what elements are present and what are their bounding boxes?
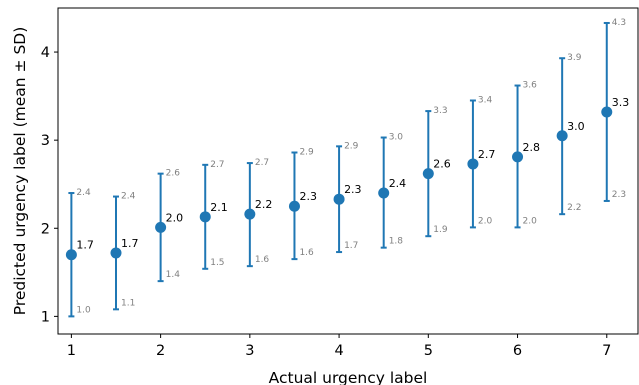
mean-value-label: 3.0 (567, 120, 585, 133)
mean-value-label: 2.3 (344, 183, 362, 196)
mean-value-label: 2.4 (389, 177, 407, 190)
y-tick-label: 3 (41, 133, 50, 149)
x-tick-label: 6 (513, 343, 522, 359)
mean-value-label: 2.3 (299, 190, 317, 203)
upper-bound-label: 2.7 (210, 160, 224, 170)
y-axis-title: Predicted urgency label (mean ± SD) (11, 27, 29, 316)
x-tick-label: 1 (67, 343, 76, 359)
upper-bound-label: 3.4 (478, 96, 493, 106)
mean-point (556, 130, 568, 142)
mean-value-label: 2.1 (210, 201, 228, 214)
mean-point (601, 106, 613, 118)
upper-bound-label: 2.6 (166, 169, 181, 179)
y-tick-label: 1 (41, 309, 50, 325)
upper-bound-label: 4.3 (612, 18, 626, 28)
mean-point (199, 211, 211, 223)
x-tick-label: 4 (334, 343, 343, 359)
upper-bound-label: 2.4 (76, 188, 91, 198)
lower-bound-label: 1.6 (299, 248, 314, 258)
lower-bound-label: 2.2 (567, 203, 581, 213)
upper-bound-label: 2.9 (299, 147, 314, 157)
y-tick-label: 2 (41, 221, 50, 237)
lower-bound-label: 2.0 (478, 216, 493, 226)
chart-marks: 1.7 2.4 1.0 1.7 2.4 1.1 2.0 2.6 1.4 2.1 2.7 1.5 2.2 2… (65, 18, 630, 318)
mean-point (288, 200, 300, 212)
lower-bound-label: 1.8 (389, 237, 404, 247)
lower-bound-label: 1.6 (255, 255, 270, 265)
mean-value-label: 2.7 (478, 148, 496, 161)
lower-bound-label: 2.3 (612, 190, 626, 200)
mean-value-label: 1.7 (76, 239, 94, 252)
mean-value-label: 2.6 (433, 158, 451, 171)
mean-point (244, 208, 256, 220)
upper-bound-label: 3.6 (523, 81, 538, 91)
upper-bound-label: 2.9 (344, 141, 359, 151)
mean-value-label: 2.8 (523, 141, 541, 154)
upper-bound-label: 2.7 (255, 158, 269, 168)
lower-bound-label: 1.7 (344, 241, 358, 251)
mean-point (467, 158, 479, 170)
mean-point (378, 187, 390, 199)
upper-bound-label: 3.9 (567, 53, 582, 63)
mean-point (512, 151, 524, 163)
lower-bound-label: 1.9 (433, 225, 448, 235)
chart-axes: 1 2 3 4 5 6 7 1 2 3 4 (41, 45, 612, 359)
lower-bound-label: 1.5 (210, 258, 224, 268)
upper-bound-label: 3.0 (389, 133, 404, 143)
mean-value-label: 3.3 (612, 96, 630, 109)
mean-point (155, 221, 167, 233)
x-tick-label: 3 (245, 343, 254, 359)
mean-point (110, 247, 122, 259)
mean-value-label: 2.0 (166, 211, 184, 224)
plot-frame (57, 7, 639, 335)
mean-point (65, 249, 77, 261)
lower-bound-label: 2.0 (523, 216, 538, 226)
upper-bound-label: 3.3 (433, 106, 447, 116)
lower-bound-label: 1.4 (166, 270, 181, 280)
mean-value-label: 1.7 (121, 237, 139, 250)
mean-value-label: 2.2 (255, 198, 273, 211)
upper-bound-label: 2.4 (121, 192, 136, 202)
lower-bound-label: 1.1 (121, 298, 135, 308)
y-tick-label: 4 (41, 45, 50, 61)
plot-area (58, 8, 638, 334)
mean-point (422, 168, 434, 180)
x-axis-title: Actual urgency label (269, 369, 428, 385)
x-tick-label: 2 (156, 343, 165, 359)
x-tick-label: 5 (424, 343, 433, 359)
x-tick-label: 7 (602, 343, 611, 359)
mean-point (333, 193, 345, 205)
lower-bound-label: 1.0 (76, 305, 91, 315)
